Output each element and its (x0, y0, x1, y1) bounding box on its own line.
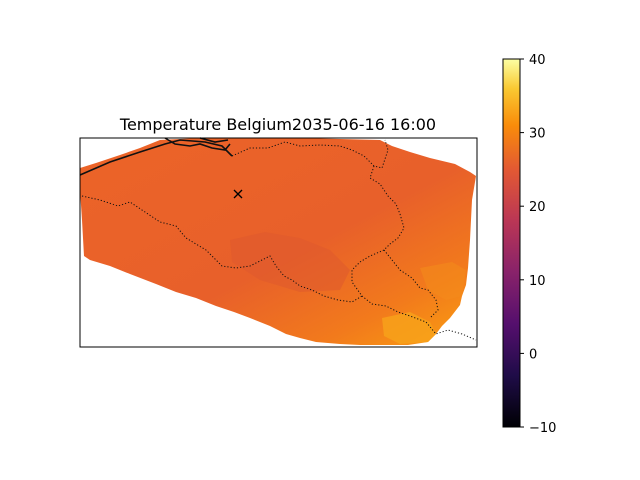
colorbar-tick-label: 10 (529, 274, 546, 289)
warmer-patch-east (420, 262, 466, 300)
chart-title: Temperature Belgium2035-06-16 16:00 (119, 115, 436, 134)
x-marker-icon (233, 189, 243, 199)
colorbar-tick-label: 20 (529, 200, 546, 215)
estuary-outline (164, 137, 231, 151)
colorbar-gradient (503, 59, 520, 427)
colorbar-tick-label: 40 (529, 53, 546, 68)
map-frame (79, 137, 478, 348)
warmer-patch-southeast (382, 312, 436, 344)
border-east-lobe (383, 249, 439, 319)
map-axes (79, 137, 478, 348)
colorbar-tick-label: 30 (529, 127, 546, 142)
colorbar-ticks: 40 30 20 10 0 −10 (520, 53, 556, 436)
colorbar-frame (502, 58, 521, 428)
border-south (81, 195, 363, 303)
colorbar-tick-label: −10 (529, 421, 556, 436)
border-east (351, 165, 477, 341)
colorbar: 40 30 20 10 0 −10 (502, 53, 556, 436)
cooler-patch (230, 232, 350, 292)
colorbar-tick-label: 0 (529, 347, 537, 362)
